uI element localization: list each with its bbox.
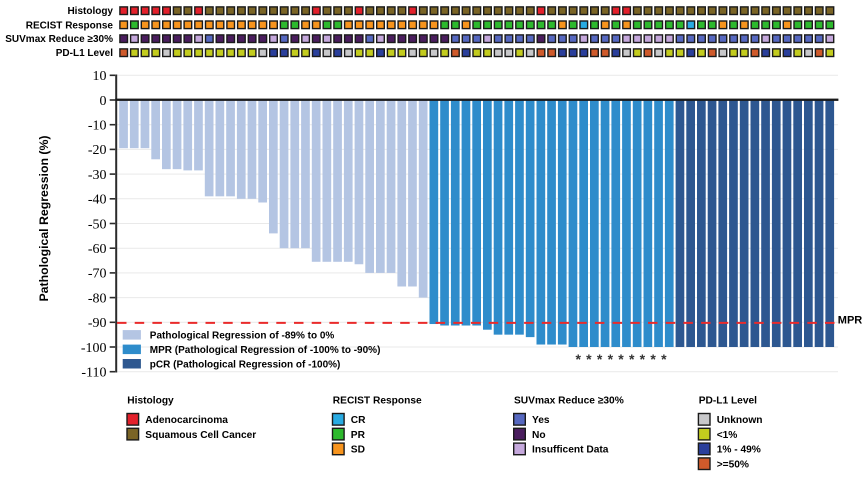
- svg-text:Yes: Yes: [532, 415, 550, 426]
- svg-text:PD-L1 Level: PD-L1 Level: [699, 396, 757, 407]
- svg-text:-40: -40: [88, 193, 107, 208]
- svg-text:pCR (Pathological Regression o: pCR (Pathological Regression of -100%): [150, 359, 341, 370]
- svg-text:*: *: [650, 351, 656, 367]
- svg-text:*: *: [629, 351, 635, 367]
- svg-text:*: *: [586, 351, 592, 367]
- svg-text:Unknown: Unknown: [717, 415, 763, 426]
- svg-text:0: 0: [100, 94, 107, 109]
- svg-text:RECIST Response: RECIST Response: [333, 396, 422, 407]
- svg-text:Insufficent Data: Insufficent Data: [532, 445, 609, 456]
- svg-text:PR: PR: [351, 430, 366, 441]
- svg-text:*: *: [661, 351, 667, 367]
- svg-text:SUVmax Reduce ≥30%: SUVmax Reduce ≥30%: [5, 34, 113, 45]
- svg-text:Pathological Regression (%): Pathological Regression (%): [37, 135, 51, 301]
- svg-text:CR: CR: [351, 415, 366, 426]
- svg-text:Squamous Cell Cancer: Squamous Cell Cancer: [145, 430, 256, 441]
- svg-text:-100: -100: [81, 341, 107, 356]
- svg-text:MPR: MPR: [838, 314, 863, 326]
- svg-text:-90: -90: [88, 316, 107, 331]
- svg-text:No: No: [532, 430, 546, 441]
- svg-text:>=50%: >=50%: [717, 459, 749, 470]
- svg-text:-10: -10: [88, 119, 107, 134]
- svg-text:MPR (Pathological Regression o: MPR (Pathological Regression of -100% to…: [150, 345, 381, 356]
- svg-text:-50: -50: [88, 217, 107, 232]
- svg-text:Histology: Histology: [127, 396, 174, 407]
- svg-text:Adenocarcinoma: Adenocarcinoma: [145, 415, 228, 426]
- svg-text:-80: -80: [88, 291, 107, 306]
- svg-text:Pathological Regression of -89: Pathological Regression of -89% to 0%: [150, 331, 335, 342]
- svg-text:1% - 49%: 1% - 49%: [717, 445, 761, 456]
- svg-text:-30: -30: [88, 168, 107, 183]
- svg-text:*: *: [608, 351, 614, 367]
- svg-text:-60: -60: [88, 242, 107, 257]
- svg-text:SD: SD: [351, 445, 365, 456]
- svg-text:-20: -20: [88, 143, 107, 158]
- svg-text:*: *: [618, 351, 624, 367]
- svg-text:10: 10: [93, 69, 107, 84]
- svg-text:<1%: <1%: [717, 430, 738, 441]
- svg-text:*: *: [597, 351, 603, 367]
- svg-text:RECIST Response: RECIST Response: [26, 20, 114, 31]
- svg-text:PD-L1 Level: PD-L1 Level: [56, 48, 113, 59]
- svg-text:Histology: Histology: [67, 6, 113, 17]
- svg-text:*: *: [575, 351, 581, 367]
- svg-text:*: *: [640, 351, 646, 367]
- svg-text:SUVmax Reduce ≥30%: SUVmax Reduce ≥30%: [514, 396, 624, 407]
- svg-text:-110: -110: [81, 366, 106, 381]
- svg-text:-70: -70: [88, 267, 107, 282]
